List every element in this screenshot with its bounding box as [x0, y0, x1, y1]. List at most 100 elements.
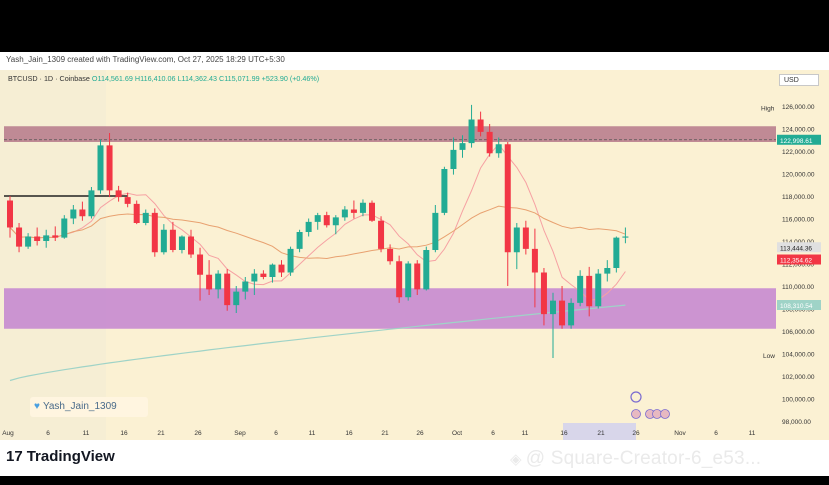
- x-tick-label: 11: [83, 430, 90, 437]
- candle-body: [278, 264, 285, 273]
- candle-body: [540, 272, 547, 315]
- zone-support: [4, 288, 776, 329]
- candle-body: [568, 302, 575, 326]
- watermark-text: @ Square-Creator-6_e53...: [525, 448, 762, 469]
- x-tick-label: 16: [345, 430, 353, 437]
- candle-body: [88, 190, 95, 217]
- candle-body: [188, 236, 194, 255]
- candle-body: [296, 232, 303, 249]
- candle-body: [359, 202, 366, 213]
- price-tag-bg: [777, 254, 821, 265]
- candle-body: [97, 145, 104, 191]
- candle-body: [414, 263, 421, 290]
- y-tick-label: 120,000.00: [782, 172, 815, 179]
- candle-body: [522, 227, 529, 249]
- y-tick-label: 116,000.00: [782, 217, 814, 224]
- tradingview-wordmark: TradingView: [26, 448, 115, 465]
- candlestick-chart[interactable]: 126,000.00 124,000.00 122,000.00 120,000.00…: [0, 70, 829, 440]
- candle-body: [577, 275, 584, 303]
- price-tag-bg: [777, 300, 821, 311]
- y-tick-label: 112,000.00: [782, 262, 814, 269]
- price-tag-label: 108,310.54: [780, 303, 813, 310]
- symbol-label: BTCUSD · 1D · Coinbase: [8, 74, 90, 83]
- high-marker: High: [761, 106, 775, 113]
- x-tick-label: 6: [491, 430, 495, 437]
- chart-area[interactable]: 126,000.00 124,000.00 122,000.00 120,000.00…: [0, 70, 829, 440]
- y-tick-label: 98,000.00: [782, 419, 811, 426]
- diamond-icon: ◈: [510, 451, 522, 468]
- x-tick-label: 6: [46, 430, 50, 437]
- candle-body: [169, 229, 176, 250]
- footer-bar: 17 TradingView: [0, 440, 829, 476]
- candle-body: [178, 236, 185, 250]
- x-tick-label: Sep: [234, 430, 246, 437]
- event-flag-icon: [631, 409, 641, 419]
- price-tag-bg: [777, 242, 821, 253]
- ohlc-legend: BTCUSD · 1D · Coinbase O114,561.69 H116,…: [8, 74, 319, 83]
- candle-body: [61, 218, 68, 238]
- chart-header-strip: Yash_Jain_1309 created with TradingView.…: [0, 52, 829, 70]
- candle-body: [550, 300, 556, 315]
- heart-icon: ♥: [34, 401, 40, 412]
- low-marker: Low: [763, 353, 775, 360]
- price-tag-label: 112,354.62: [780, 258, 812, 265]
- candle-body: [341, 209, 348, 218]
- y-tick-label: 126,000.00: [782, 104, 815, 111]
- x-tick-label: Aug: [2, 430, 14, 437]
- candle-body: [513, 227, 520, 253]
- candle-body: [432, 212, 439, 250]
- event-refresh-icon: [630, 391, 642, 403]
- candle-body: [622, 236, 629, 238]
- candle-body: [423, 250, 430, 290]
- change-value: +523.90 (+0.46%): [261, 74, 320, 83]
- candle-body: [16, 227, 23, 247]
- candle-body: [559, 300, 566, 326]
- x-tick-label: 11: [749, 430, 756, 437]
- x-tick-label: 26: [632, 430, 640, 437]
- ma-slow-line: [9, 205, 626, 260]
- candle-body: [160, 229, 167, 253]
- time-range-highlight: [563, 423, 636, 440]
- candle-body: [350, 209, 357, 213]
- candle-body: [269, 264, 276, 277]
- candle-body: [441, 169, 448, 213]
- candle-body: [459, 143, 466, 150]
- x-tick-label: 21: [157, 430, 165, 437]
- candle-body: [468, 119, 475, 144]
- candle-body: [495, 144, 502, 154]
- ma-fast-line: [9, 143, 626, 301]
- candle-body: [7, 200, 13, 228]
- author-name: Yash_Jain_1309: [42, 401, 117, 412]
- zone-resistance: [4, 126, 776, 142]
- open-value: O114,561.69: [91, 74, 133, 83]
- x-tick-label: 6: [274, 430, 278, 437]
- candle-body: [387, 248, 394, 262]
- candle-body: [224, 273, 231, 306]
- tradingview-logo[interactable]: 17 TradingView: [6, 448, 115, 465]
- candle-body: [260, 273, 267, 277]
- candle-body: [106, 145, 113, 191]
- candle-body: [450, 149, 457, 169]
- candle-body: [124, 197, 131, 204]
- candle-body: [586, 275, 593, 307]
- x-tick-label: 21: [597, 430, 605, 437]
- low-value: L114,362.43: [177, 74, 217, 83]
- price-tag-label: 113,444.36: [780, 245, 812, 252]
- x-tick-label: 21: [381, 430, 389, 437]
- candle-body: [378, 220, 385, 249]
- x-tick-label: 26: [416, 430, 424, 437]
- x-tick-label: 16: [120, 430, 128, 437]
- candle-body: [477, 119, 484, 132]
- price-tag-label: 122,998.61: [780, 138, 813, 145]
- y-tick-label: 106,000.00: [782, 329, 815, 336]
- x-tick-label: 11: [522, 430, 529, 437]
- currency-selector[interactable]: USD: [779, 74, 819, 86]
- candle-body: [79, 209, 86, 217]
- candle-body: [242, 281, 249, 292]
- y-tick-label: 122,000.00: [782, 149, 815, 156]
- candle-body: [613, 237, 620, 268]
- candle-body: [332, 217, 339, 226]
- candle-body: [142, 212, 149, 223]
- close-value: C115,071.99: [219, 74, 260, 83]
- candle-body: [115, 190, 122, 198]
